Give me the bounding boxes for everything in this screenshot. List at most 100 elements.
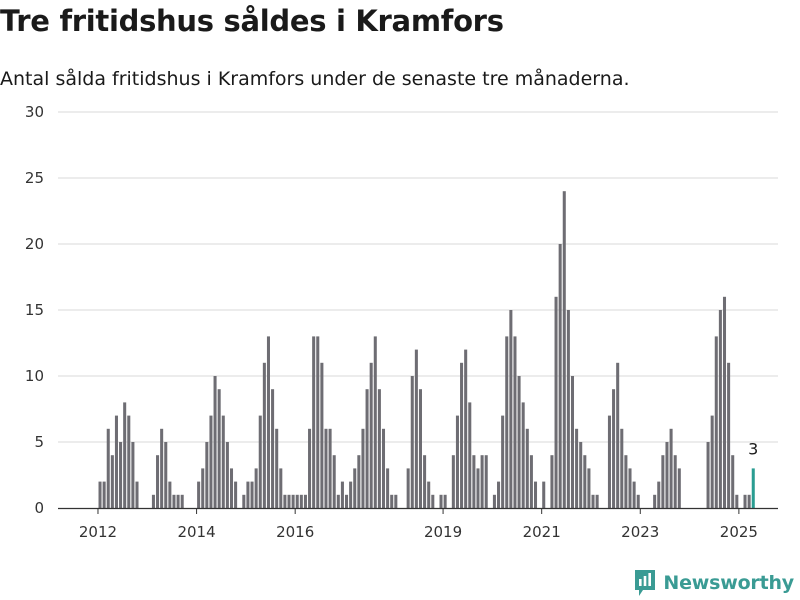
chart-subtitle: Antal sålda fritidshus i Kramfors under … bbox=[0, 68, 630, 90]
bar bbox=[336, 494, 340, 508]
bar bbox=[636, 494, 640, 508]
bar bbox=[451, 455, 455, 508]
bar bbox=[361, 428, 365, 508]
bar bbox=[98, 481, 102, 508]
x-tick-label: 2025 bbox=[720, 523, 758, 541]
bar bbox=[381, 428, 386, 508]
bar bbox=[287, 494, 291, 508]
bar bbox=[106, 428, 110, 508]
bar bbox=[213, 376, 217, 508]
bars bbox=[98, 191, 755, 508]
bar bbox=[583, 455, 587, 508]
bar bbox=[620, 428, 624, 508]
bar bbox=[386, 468, 390, 508]
bar bbox=[628, 468, 632, 508]
bar bbox=[172, 494, 176, 508]
bar bbox=[279, 468, 283, 508]
bar bbox=[468, 402, 472, 508]
bar bbox=[250, 481, 254, 508]
bar bbox=[710, 415, 714, 508]
bar bbox=[160, 428, 164, 508]
bar bbox=[332, 455, 336, 508]
bar bbox=[365, 389, 369, 508]
bar bbox=[123, 402, 127, 508]
bar bbox=[357, 455, 361, 508]
bar bbox=[164, 442, 168, 508]
bar bbox=[127, 415, 131, 508]
bar bbox=[119, 442, 123, 508]
bar bbox=[390, 494, 394, 508]
bar bbox=[423, 455, 427, 508]
bar bbox=[677, 468, 681, 508]
bar bbox=[308, 428, 312, 508]
bar bbox=[624, 455, 628, 508]
bar bbox=[455, 415, 459, 508]
bar bbox=[591, 494, 595, 508]
x-tick-label: 2014 bbox=[177, 523, 215, 541]
bar bbox=[735, 494, 739, 508]
bar bbox=[731, 455, 735, 508]
bar bbox=[131, 442, 135, 508]
bar bbox=[271, 389, 275, 508]
bar bbox=[176, 494, 180, 508]
bar bbox=[706, 442, 710, 508]
bar bbox=[299, 494, 303, 508]
brand-name: Newsworthy bbox=[663, 572, 794, 594]
bar bbox=[234, 481, 238, 508]
bar bbox=[743, 494, 747, 508]
bar bbox=[575, 428, 579, 508]
bar bbox=[349, 481, 353, 508]
bar bbox=[669, 428, 673, 508]
bar bbox=[554, 296, 558, 508]
chart-title: Tre fritidshus såldes i Kramfors bbox=[0, 4, 504, 38]
bar bbox=[221, 415, 225, 508]
bar bbox=[266, 336, 270, 508]
bar bbox=[295, 494, 299, 508]
bar bbox=[197, 481, 201, 508]
bar bbox=[205, 442, 209, 508]
bar bbox=[501, 415, 505, 508]
bar bbox=[180, 494, 184, 508]
bar bbox=[114, 415, 118, 508]
bar bbox=[418, 389, 422, 508]
x-tick-label: 2016 bbox=[276, 523, 314, 541]
bar bbox=[369, 362, 373, 508]
bar bbox=[558, 244, 562, 508]
gridlines bbox=[58, 111, 778, 443]
data-labels: 3 bbox=[748, 439, 758, 458]
x-axis-ticks: 2012 2014 2016 2019 2021 2023 2025 bbox=[79, 508, 758, 541]
bar bbox=[460, 362, 464, 508]
bar bbox=[377, 389, 381, 508]
bar bbox=[410, 376, 414, 508]
bar bbox=[718, 310, 722, 508]
bar bbox=[439, 494, 443, 508]
bar bbox=[562, 191, 566, 508]
bar bbox=[653, 494, 657, 508]
bar bbox=[542, 481, 546, 508]
bar bbox=[550, 455, 554, 508]
x-tick-label: 2012 bbox=[79, 523, 117, 541]
bar bbox=[258, 415, 262, 508]
bar bbox=[579, 442, 583, 508]
bar bbox=[566, 310, 570, 508]
bar bbox=[201, 468, 205, 508]
bar bbox=[673, 455, 677, 508]
bar bbox=[427, 481, 431, 508]
bar bbox=[283, 494, 287, 508]
bar bbox=[657, 481, 661, 508]
bar bbox=[431, 494, 435, 508]
x-tick-label: 2023 bbox=[621, 523, 659, 541]
bar bbox=[612, 389, 616, 508]
bar bbox=[587, 468, 591, 508]
y-tick-label: 0 bbox=[34, 499, 44, 517]
bar bbox=[316, 336, 320, 508]
bar bbox=[480, 455, 484, 508]
bar bbox=[533, 481, 538, 508]
last-value-label: 3 bbox=[748, 439, 758, 458]
x-tick-label: 2021 bbox=[523, 523, 561, 541]
bar bbox=[320, 362, 324, 508]
bar bbox=[665, 442, 669, 508]
bar bbox=[570, 376, 575, 508]
y-tick-label: 20 bbox=[25, 235, 44, 253]
bar-highlight bbox=[751, 468, 755, 508]
